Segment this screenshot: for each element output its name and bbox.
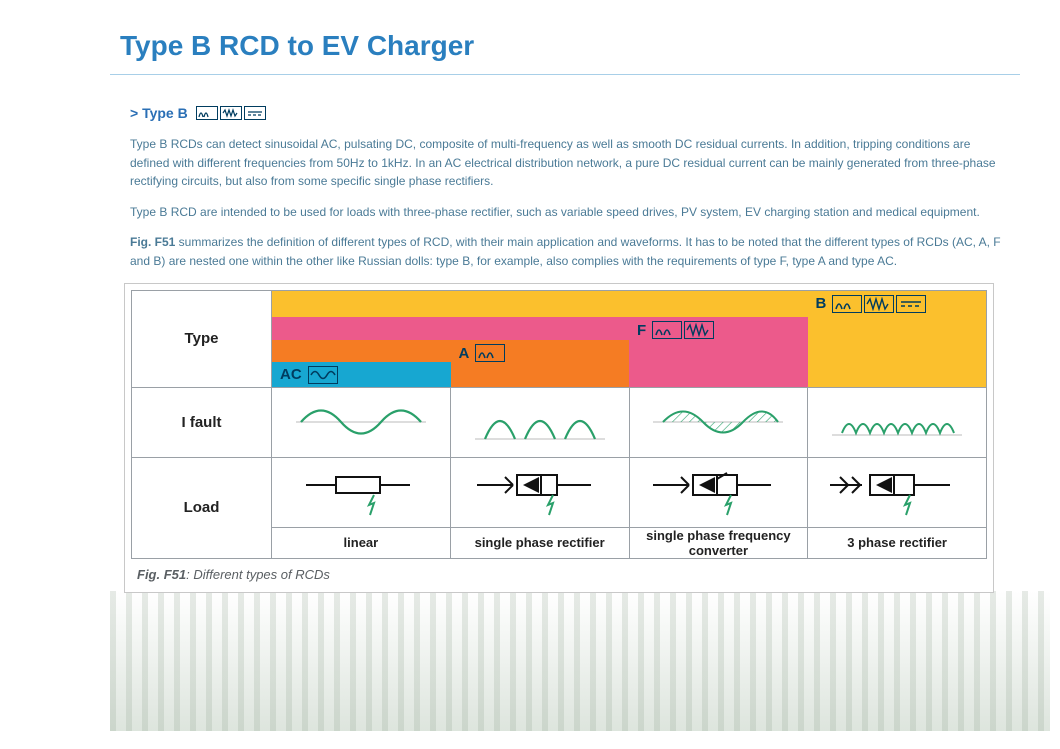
row-label-type: Type [132, 290, 272, 387]
type-letter: A [459, 345, 470, 362]
type-badge-icons [652, 321, 714, 339]
rcd-types-table: Type B F A AC I fault Load [131, 290, 987, 559]
type-letter: B [816, 295, 827, 312]
fault-f [629, 387, 808, 457]
background-buildings [110, 591, 1050, 731]
spring-icon [220, 106, 242, 120]
load-label-b: 3 phase rectifier [808, 527, 987, 558]
half-sine-icon [196, 106, 218, 120]
paragraph-1: Type B RCDs can detect sinusoidal AC, pu… [130, 135, 1005, 191]
spring-icon [864, 295, 894, 313]
type-letter: AC [280, 366, 302, 383]
figure-caption: Fig. F51: Different types of RCDs [131, 559, 987, 586]
header-symbol-group [196, 106, 266, 120]
type-badge-a: A [459, 344, 506, 362]
load-label-ac: linear [272, 527, 451, 558]
load-ac-symbol [272, 457, 451, 527]
row-label-fault: I fault [132, 387, 272, 457]
content-area: > Type B Type B RCDs can detect sinusoid… [0, 75, 1060, 593]
row-fault: I fault [132, 387, 987, 457]
section-label: > Type B [130, 105, 188, 121]
row-type: Type B F A AC [132, 290, 987, 387]
type-letter: F [637, 322, 646, 339]
paragraph-3-rest: summarizes the definition of different t… [130, 235, 1001, 268]
fault-a [450, 387, 629, 457]
load-b-symbol [808, 457, 987, 527]
dc-dashes-icon [896, 295, 926, 313]
figure-f51: Type B F A AC I fault Load [124, 283, 994, 593]
row-label-load: Load [132, 457, 272, 558]
type-badge-icons [832, 295, 926, 313]
fault-b [808, 387, 987, 457]
load-label-f: single phase frequency converter [629, 527, 808, 558]
load-a-symbol [450, 457, 629, 527]
type-nested-layers: B F A AC [272, 291, 986, 387]
type-badge-icons [308, 366, 338, 384]
type-badge-icons [475, 344, 505, 362]
half-sine-icon [832, 295, 862, 313]
figure-caption-rest: : Different types of RCDs [186, 567, 330, 582]
paragraph-2: Type B RCD are intended to be used for l… [130, 203, 1005, 222]
fig-ref: Fig. F51 [130, 235, 175, 249]
page-title: Type B RCD to EV Charger [0, 0, 1060, 74]
half-sine-icon [652, 321, 682, 339]
row-load: Load [132, 457, 987, 527]
fault-ac [272, 387, 451, 457]
half-sine-icon [475, 344, 505, 362]
type-layer-ac: AC [272, 362, 451, 387]
type-badge-b: B [816, 295, 927, 313]
paragraph-3: Fig. F51 summarizes the definition of di… [130, 233, 1005, 270]
figure-caption-ref: Fig. F51 [137, 567, 186, 582]
sine-icon [308, 366, 338, 384]
load-f-symbol [629, 457, 808, 527]
type-badge-f: F [637, 321, 714, 339]
spring-icon [684, 321, 714, 339]
dc-dashes-icon [244, 106, 266, 120]
section-header: > Type B [130, 105, 1005, 121]
type-badge-ac: AC [280, 366, 338, 384]
load-label-a: single phase rectifier [450, 527, 629, 558]
